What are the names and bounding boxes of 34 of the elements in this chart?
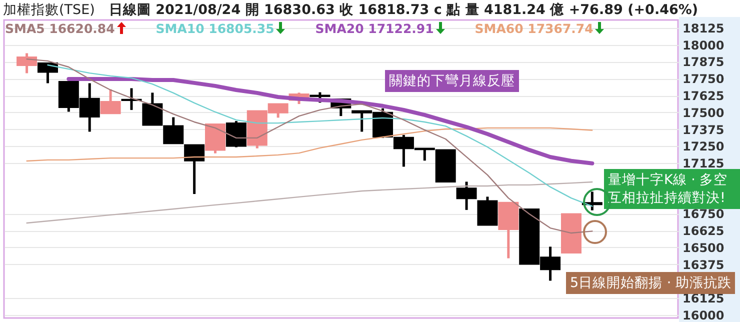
chart-title: 加權指數(TSE) xyxy=(3,2,95,18)
y-tick-label: 16750 xyxy=(682,207,724,222)
chart-subtitle: 日線圖 2021/08/24 開 16830.63 收 16818.73 c 點 量 4181.24 億 +76.89 (+0.46%) xyxy=(108,2,698,18)
y-tick-label: 17500 xyxy=(682,106,724,120)
line-series xyxy=(26,127,593,162)
candlestick xyxy=(100,88,121,115)
y-tick-label: 17750 xyxy=(682,72,724,86)
text: SMA10 16805.35 xyxy=(156,21,276,36)
y-tick-label: 17125 xyxy=(682,156,724,171)
y-tick-label: 16000 xyxy=(682,308,724,322)
y-tick-label: 17375 xyxy=(682,122,724,137)
y-tick-label: 16500 xyxy=(682,240,724,255)
candlestick xyxy=(142,91,163,126)
y-tick-label: 18000 xyxy=(682,38,724,52)
annotation: 關鍵的下彎月線反壓 xyxy=(385,70,519,92)
candlestick xyxy=(37,62,58,84)
candlestick xyxy=(163,116,184,145)
text: SMA60 17367.74 xyxy=(474,21,594,36)
text: SMA20 17122.91 xyxy=(315,21,435,36)
y-tick-label: 17250 xyxy=(682,140,724,154)
candlestick xyxy=(456,180,477,212)
y-tick-label: 17875 xyxy=(682,55,724,70)
y-tick-label: 17625 xyxy=(682,89,724,104)
y-tick-label: 18125 xyxy=(682,21,724,36)
text: SMA5 16620.84 xyxy=(5,21,116,36)
candlestick xyxy=(226,120,246,148)
y-tick-label: 16375 xyxy=(682,258,724,272)
candlestick xyxy=(184,144,205,196)
y-tick-label: 16125 xyxy=(682,292,724,306)
text: 量增十字K線 · 多空互相拉扯持續對決! xyxy=(604,169,740,209)
y-tick-label: 16625 xyxy=(682,224,724,238)
annotation: 5日線開始翻揚 · 助漲抗跌 xyxy=(570,275,732,291)
line-series xyxy=(26,181,593,224)
candlestick xyxy=(16,52,38,74)
